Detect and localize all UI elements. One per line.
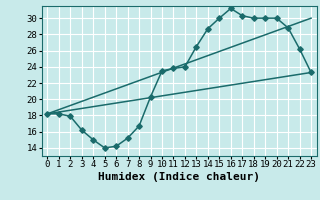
X-axis label: Humidex (Indice chaleur): Humidex (Indice chaleur) bbox=[98, 172, 260, 182]
